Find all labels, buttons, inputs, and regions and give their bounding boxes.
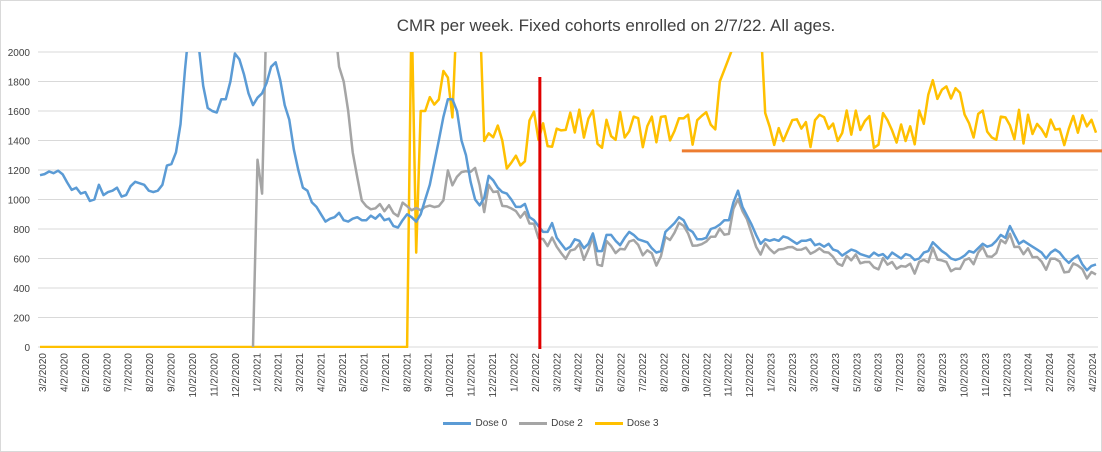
x-tick-label: 10/2/2023 xyxy=(959,353,970,398)
x-tick-label: 4/2/2020 xyxy=(59,353,70,392)
x-tick-label: 4/2/2021 xyxy=(317,353,328,392)
x-tick-label: 4/2/2023 xyxy=(831,353,842,392)
x-tick-label: 11/2/2022 xyxy=(724,353,735,397)
x-tick-label: 6/2/2022 xyxy=(617,353,628,392)
x-tick-label: 9/2/2023 xyxy=(938,353,949,392)
x-tick-label: 5/2/2020 xyxy=(81,353,92,392)
x-tick-label: 10/2/2022 xyxy=(702,353,713,398)
x-tick-label: 2/2/2022 xyxy=(531,353,542,392)
x-tick-label: 11/2/2020 xyxy=(209,353,220,397)
legend-swatch xyxy=(594,421,623,425)
x-tick-label: 5/2/2023 xyxy=(852,353,863,392)
x-tick-label: 7/2/2022 xyxy=(638,353,649,392)
x-tick-label: 9/2/2020 xyxy=(167,353,178,392)
y-tick-label: 1400 xyxy=(8,137,31,148)
legend-item: Dose 3 xyxy=(594,418,659,429)
x-tick-label: 2/2/2023 xyxy=(788,353,799,392)
y-tick-label: 1800 xyxy=(8,78,31,89)
x-tick-label: 7/2/2021 xyxy=(381,353,392,392)
x-tick-label: 5/2/2022 xyxy=(595,353,606,392)
x-tick-label: 12/2/2022 xyxy=(745,353,756,398)
series-dose-0-line xyxy=(39,52,1097,272)
x-tick-label: 3/2/2022 xyxy=(552,353,563,392)
x-tick-label: 1/2/2024 xyxy=(1024,353,1035,392)
x-tick-label: 2/2/2024 xyxy=(1045,353,1056,392)
series-dose-2-line xyxy=(251,52,1097,348)
legend-label: Dose 3 xyxy=(626,418,659,429)
chart-title: CMR per week. Fixed cohorts enrolled on … xyxy=(396,16,836,35)
x-tick-label: 11/2/2021 xyxy=(467,353,478,397)
x-tick-label: 4/2/2024 xyxy=(1088,353,1099,392)
x-tick-label: 4/2/2022 xyxy=(574,353,585,392)
x-tick-label: 8/2/2020 xyxy=(145,353,156,392)
x-tick-label: 10/2/2021 xyxy=(445,353,456,398)
x-tick-label: 5/2/2021 xyxy=(338,353,349,392)
x-tick-label: 1/2/2021 xyxy=(252,353,263,392)
x-tick-label: 1/2/2023 xyxy=(767,353,778,392)
x-tick-label: 11/2/2023 xyxy=(981,353,992,397)
y-tick-label: 200 xyxy=(13,314,30,325)
x-tick-label: 3/2/2024 xyxy=(1067,353,1078,392)
x-tick-label: 9/2/2021 xyxy=(424,353,435,392)
y-tick-label: 2000 xyxy=(8,48,31,59)
legend-label: Dose 2 xyxy=(551,418,583,429)
legend: Dose 0 Dose 2 Dose 3 xyxy=(0,418,1102,429)
y-tick-label: 1200 xyxy=(8,166,31,177)
x-tick-label: 9/2/2022 xyxy=(681,353,692,392)
x-tick-label: 12/2/2021 xyxy=(488,353,499,398)
x-tick-label: 12/2/2023 xyxy=(1002,353,1013,398)
y-tick-label: 400 xyxy=(13,284,30,295)
x-tick-label: 3/2/2020 xyxy=(38,353,49,392)
x-tick-label: 2/2/2021 xyxy=(274,353,285,392)
y-tick-label: 1000 xyxy=(8,196,31,207)
y-tick-label: 600 xyxy=(13,255,30,266)
x-tick-label: 6/2/2020 xyxy=(102,353,113,392)
legend-label: Dose 0 xyxy=(475,418,508,429)
x-tick-label: 1/2/2022 xyxy=(509,353,520,392)
x-tick-label: 3/2/2021 xyxy=(295,353,306,392)
x-tick-label: 8/2/2021 xyxy=(402,353,413,392)
x-tick-label: 8/2/2023 xyxy=(917,353,928,392)
x-tick-label: 10/2/2020 xyxy=(188,353,199,398)
y-tick-label: 0 xyxy=(24,343,30,354)
series-dose-3-line xyxy=(40,52,1098,348)
x-tick-label: 7/2/2023 xyxy=(895,353,906,392)
x-tick-label: 6/2/2021 xyxy=(359,353,370,392)
y-tick-label: 1600 xyxy=(8,107,31,118)
legend-item: Dose 2 xyxy=(519,418,583,429)
legend-item: Dose 0 xyxy=(443,418,507,429)
x-tick-label: 12/2/2020 xyxy=(231,353,242,398)
x-tick-label: 8/2/2022 xyxy=(659,353,670,392)
y-tick-label: 800 xyxy=(13,225,30,236)
legend-swatch xyxy=(519,421,548,425)
x-tick-label: 7/2/2020 xyxy=(124,353,135,392)
legend-swatch xyxy=(443,421,472,425)
x-tick-label: 6/2/2023 xyxy=(874,353,885,392)
x-tick-label: 3/2/2023 xyxy=(809,353,820,392)
